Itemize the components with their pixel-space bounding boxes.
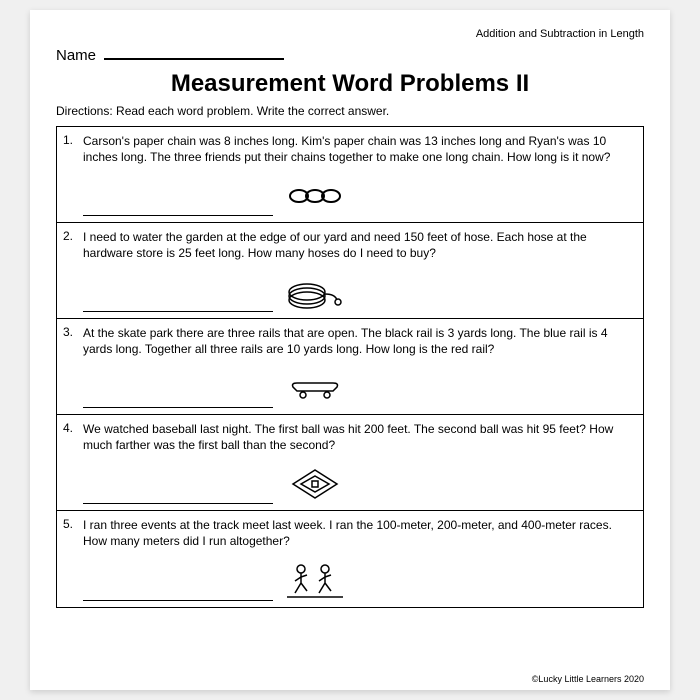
page-title: Measurement Word Problems II xyxy=(56,70,644,98)
problem-5: 5. I ran three events at the track meet … xyxy=(57,511,643,607)
answer-blank[interactable] xyxy=(83,587,273,601)
runners-icon xyxy=(285,561,345,601)
problem-number: 1. xyxy=(63,133,83,216)
copyright: ©Lucky Little Learners 2020 xyxy=(532,674,644,684)
directions-label: Directions: xyxy=(56,104,113,118)
problem-number: 4. xyxy=(63,421,83,504)
topic-label: Addition and Subtraction in Length xyxy=(56,28,644,40)
problem-1: 1. Carson's paper chain was 8 inches lon… xyxy=(57,127,643,223)
baseball-diamond-icon xyxy=(285,464,345,504)
answer-row xyxy=(83,364,635,408)
directions: Directions: Read each word problem. Writ… xyxy=(56,104,644,118)
answer-row xyxy=(83,172,635,216)
problems-container: 1. Carson's paper chain was 8 inches lon… xyxy=(56,126,644,608)
problem-body: At the skate park there are three rails … xyxy=(83,325,635,408)
answer-blank[interactable] xyxy=(83,394,273,408)
problem-text: I need to water the garden at the edge o… xyxy=(83,229,635,261)
problem-body: Carson's paper chain was 8 inches long. … xyxy=(83,133,635,216)
problem-number: 5. xyxy=(63,517,83,601)
name-blank[interactable] xyxy=(104,44,284,60)
chain-icon xyxy=(285,176,345,216)
problem-3: 3. At the skate park there are three rai… xyxy=(57,319,643,415)
problem-text: We watched baseball last night. The firs… xyxy=(83,421,635,453)
worksheet-page: Addition and Subtraction in Length Name … xyxy=(30,10,670,690)
problem-text: I ran three events at the track meet las… xyxy=(83,517,635,549)
directions-text: Read each word problem. Write the correc… xyxy=(116,104,389,118)
answer-row xyxy=(83,557,635,601)
answer-blank[interactable] xyxy=(83,298,273,312)
answer-row xyxy=(83,268,635,312)
name-label: Name xyxy=(56,47,96,64)
skateboard-icon xyxy=(285,368,345,408)
problem-2: 2. I need to water the garden at the edg… xyxy=(57,223,643,319)
answer-blank[interactable] xyxy=(83,202,273,216)
problem-text: Carson's paper chain was 8 inches long. … xyxy=(83,133,635,165)
problem-4: 4. We watched baseball last night. The f… xyxy=(57,415,643,511)
problem-number: 2. xyxy=(63,229,83,312)
hose-icon xyxy=(285,272,345,312)
problem-body: I ran three events at the track meet las… xyxy=(83,517,635,601)
problem-number: 3. xyxy=(63,325,83,408)
answer-blank[interactable] xyxy=(83,490,273,504)
problem-body: We watched baseball last night. The firs… xyxy=(83,421,635,504)
problem-text: At the skate park there are three rails … xyxy=(83,325,635,357)
name-row: Name xyxy=(56,44,644,64)
answer-row xyxy=(83,460,635,504)
problem-body: I need to water the garden at the edge o… xyxy=(83,229,635,312)
